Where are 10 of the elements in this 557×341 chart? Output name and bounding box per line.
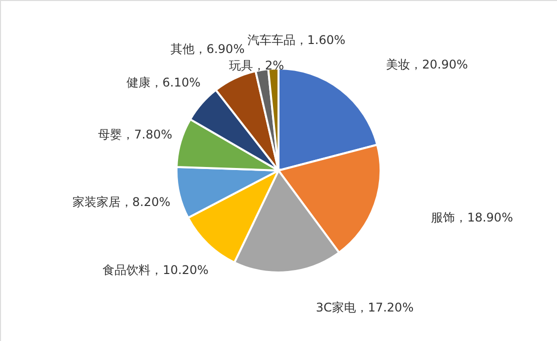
slice-label: 食品饮料，10.20% xyxy=(102,262,209,277)
slice-label: 母婴，7.80% xyxy=(98,127,172,142)
slice-label: 美妆，20.90% xyxy=(386,57,468,72)
slice-label: 家装家居，8.20% xyxy=(72,195,170,210)
slice-label: 汽车车品，1.60% xyxy=(247,33,346,48)
slice-label: 健康，6.10% xyxy=(126,76,201,90)
slice-label: 其他，6.90% xyxy=(170,42,245,56)
slice-label: 玩具，2% xyxy=(229,58,284,72)
slice-label: 服饰，18.90% xyxy=(431,210,513,224)
slice-label: 3C家电，17.20% xyxy=(316,300,414,314)
